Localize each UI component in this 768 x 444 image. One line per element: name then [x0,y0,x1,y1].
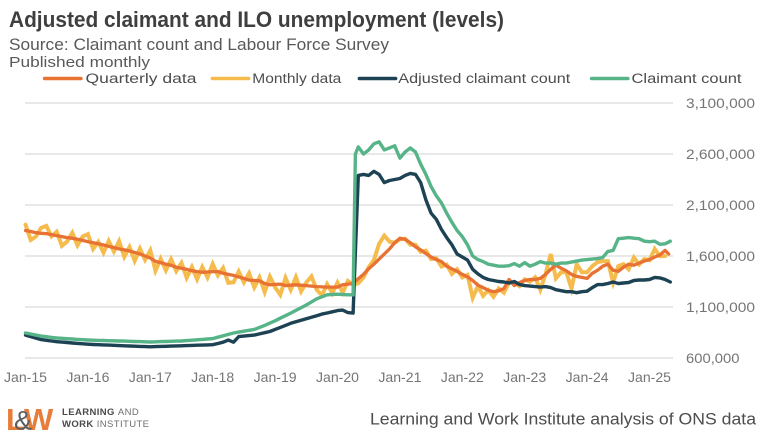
svg-text:Jan-17: Jan-17 [129,369,172,385]
svg-text:Jan-22: Jan-22 [441,369,484,385]
svg-text:600,000: 600,000 [686,350,740,366]
svg-text:Jan-15: Jan-15 [4,369,47,385]
svg-text:Quarterly data: Quarterly data [86,71,198,86]
svg-text:2,600,000: 2,600,000 [686,146,755,162]
svg-text:3,100,000: 3,100,000 [686,95,755,111]
svg-text:LEARNING AND: LEARNING AND [62,407,139,418]
svg-text:Adjusted claimant and ILO unem: Adjusted claimant and ILO unemployment (… [9,7,504,32]
svg-text:Jan-16: Jan-16 [66,369,109,385]
svg-text:L: L [6,402,25,437]
svg-text:2,100,000: 2,100,000 [686,197,755,213]
svg-text:1,600,000: 1,600,000 [686,248,755,264]
svg-text:Published monthly: Published monthly [9,54,151,71]
svg-text:Jan-24: Jan-24 [566,369,609,385]
svg-text:Adjusted claimant count: Adjusted claimant count [398,71,570,86]
svg-text:Claimant count: Claimant count [632,71,742,86]
svg-text:Jan-19: Jan-19 [254,369,297,385]
svg-text:WORK INSTITUTE: WORK INSTITUTE [62,419,149,430]
svg-text:Jan-18: Jan-18 [191,369,234,385]
svg-text:&: & [14,406,32,436]
svg-text:Learning and Work Institute an: Learning and Work Institute analysis of … [370,410,757,429]
svg-text:W: W [24,402,54,437]
svg-text:Source: Claimant count and Lab: Source: Claimant count and Labour Force … [9,35,389,54]
svg-text:Jan-20: Jan-20 [316,369,359,385]
svg-text:1,100,000: 1,100,000 [686,299,755,315]
svg-text:Jan-25: Jan-25 [628,369,671,385]
svg-text:Monthly data: Monthly data [252,71,342,86]
svg-text:Jan-21: Jan-21 [378,369,421,385]
svg-text:Jan-23: Jan-23 [503,369,546,385]
